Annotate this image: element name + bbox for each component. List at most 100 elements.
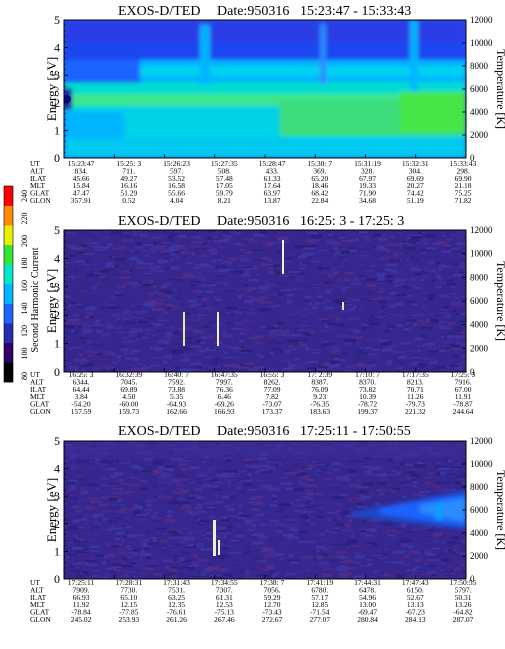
table-row-label: GLON (30, 407, 51, 416)
table-cell: 7592. (168, 377, 185, 386)
table-cell: 53.52 (168, 174, 185, 183)
table-cell: 15:31:19 (354, 159, 381, 168)
colorbar-swatch (4, 186, 13, 206)
panel-3-bottom-ticks (63, 575, 467, 579)
panel-2-date: Date:950316 (217, 214, 289, 229)
panel-3-spikes (213, 520, 220, 556)
table-cell: 69.69 (407, 174, 424, 183)
panel-1-time-range: 15:23:47 - 15:33:43 (300, 4, 411, 19)
table-row-label: UT (30, 578, 40, 587)
colorbar-swatches (4, 186, 13, 383)
table-cell: 287.07 (453, 615, 474, 624)
panel-1-bottom-ticks (63, 154, 467, 158)
table-cell: 12.15 (120, 600, 137, 609)
panel-2-ylabel: Energy [eV] (44, 269, 59, 333)
table-cell: 76.09 (311, 385, 328, 394)
table-cell: 298. (456, 166, 469, 175)
y-tick-label: 3 (54, 68, 60, 82)
table-cell: 15:26:23 (163, 159, 190, 168)
table-cell: 17:17:35 (402, 370, 429, 379)
table-cell: 304. (409, 166, 422, 175)
panel-2-left-axis: 0 1 2 3 4 5 (54, 223, 68, 379)
table-cell: 6780. (311, 585, 328, 594)
table-row-label: MLT (30, 600, 46, 609)
y-right-tick-label: 4000 (470, 107, 489, 117)
table-cell: -54.20 (71, 400, 91, 409)
panel-3-blue-region (64, 441, 466, 530)
table-cell: 71.82 (455, 196, 472, 205)
table-cell: 15:30: 7 (307, 159, 332, 168)
table-cell: 65.10 (120, 593, 137, 602)
panel-1: EXOS-D/TED Date:950316 15:23:47 - 15:33:… (30, 4, 505, 205)
table-cell: -77.85 (119, 608, 139, 617)
table-cell: 15.84 (73, 181, 90, 190)
table-cell: 15:25: 3 (116, 159, 141, 168)
table-cell: 7997. (216, 377, 233, 386)
table-cell: 277.07 (309, 615, 330, 624)
table-cell: 9.23 (313, 392, 326, 401)
table-cell: 199.37 (357, 407, 378, 416)
colorbar-tick-label: 100 (20, 348, 29, 360)
panel-1-plot-area (64, 20, 466, 158)
table-cell: 357.91 (71, 196, 92, 205)
y-right-tick-label: 0 (470, 367, 475, 377)
table-cell: 5797. (455, 585, 472, 594)
table-cell: 71.90 (359, 189, 376, 198)
table-cell: 8387. (311, 377, 328, 386)
table-cell: 69.89 (120, 385, 137, 394)
table-row-label: ILAT (30, 174, 47, 183)
table-cell: -73.43 (262, 608, 282, 617)
table-cell: 54.96 (359, 593, 376, 602)
panel-1-dark-spot (64, 95, 71, 103)
y-right-tick-label: 6000 (470, 84, 489, 94)
y-tick-label: 5 (54, 434, 60, 448)
table-cell: 16.58 (168, 181, 185, 190)
table-cell: -64.93 (167, 400, 187, 409)
table-cell: 16:25: 3 (69, 370, 94, 379)
colorbar-swatch (4, 362, 13, 383)
y-tick-label: 2 (54, 96, 60, 110)
table-cell: 15:33:43 (450, 159, 477, 168)
colorbar-tick-label: 240 (20, 190, 29, 202)
y-tick-label: 3 (54, 489, 60, 503)
table-cell: 267.46 (214, 615, 235, 624)
table-cell: -69.26 (215, 400, 235, 409)
table-cell: 433. (265, 166, 278, 175)
colorbar-ticks: 80 100 120 140 160 180 200 220 240 (20, 190, 29, 380)
table-cell: 8213. (407, 377, 424, 386)
table-row-label: ILAT (30, 385, 47, 394)
panel-3-ylabel-right: Temperature [K] (494, 470, 505, 550)
table-cell: 70.71 (407, 385, 424, 394)
table-cell: 63.97 (264, 189, 281, 198)
table-row-label: GLON (30, 196, 51, 205)
y-right-tick-label: 6000 (470, 296, 489, 306)
table-row-label: ILAT (30, 593, 47, 602)
panel-3: EXOS-D/TED Date:950316 17:25:11 - 17:50:… (30, 424, 505, 624)
panel-1-title: EXOS-D/TED (118, 4, 200, 19)
table-cell: 328. (361, 166, 374, 175)
panel-3-ylabel: Energy [eV] (44, 478, 59, 542)
table-cell: 173.37 (262, 407, 283, 416)
y-right-tick-label: 12000 (470, 15, 493, 25)
panel-2-bottom-ticks (63, 368, 467, 372)
table-row-label: UT (30, 370, 40, 379)
table-row-label: GLAT (30, 189, 50, 198)
y-right-tick-label: 10000 (470, 459, 493, 469)
table-cell: 0.52 (122, 196, 135, 205)
table-cell: 57.48 (216, 174, 233, 183)
table-cell: 7045. (120, 377, 137, 386)
table-cell: 17:10: 7 (355, 370, 380, 379)
y-tick-label: 5 (54, 13, 60, 27)
colorbar-swatch (4, 342, 13, 363)
table-cell: 15:23:47 (68, 159, 95, 168)
table-cell: 73.82 (359, 385, 376, 394)
table-cell: 6344. (73, 377, 90, 386)
table-cell: -78.72 (358, 400, 378, 409)
table-cell: -75.13 (215, 608, 235, 617)
table-cell: 5.35 (170, 392, 183, 401)
table-cell: 16:32:39 (115, 370, 142, 379)
table-cell: 13.00 (359, 600, 376, 609)
